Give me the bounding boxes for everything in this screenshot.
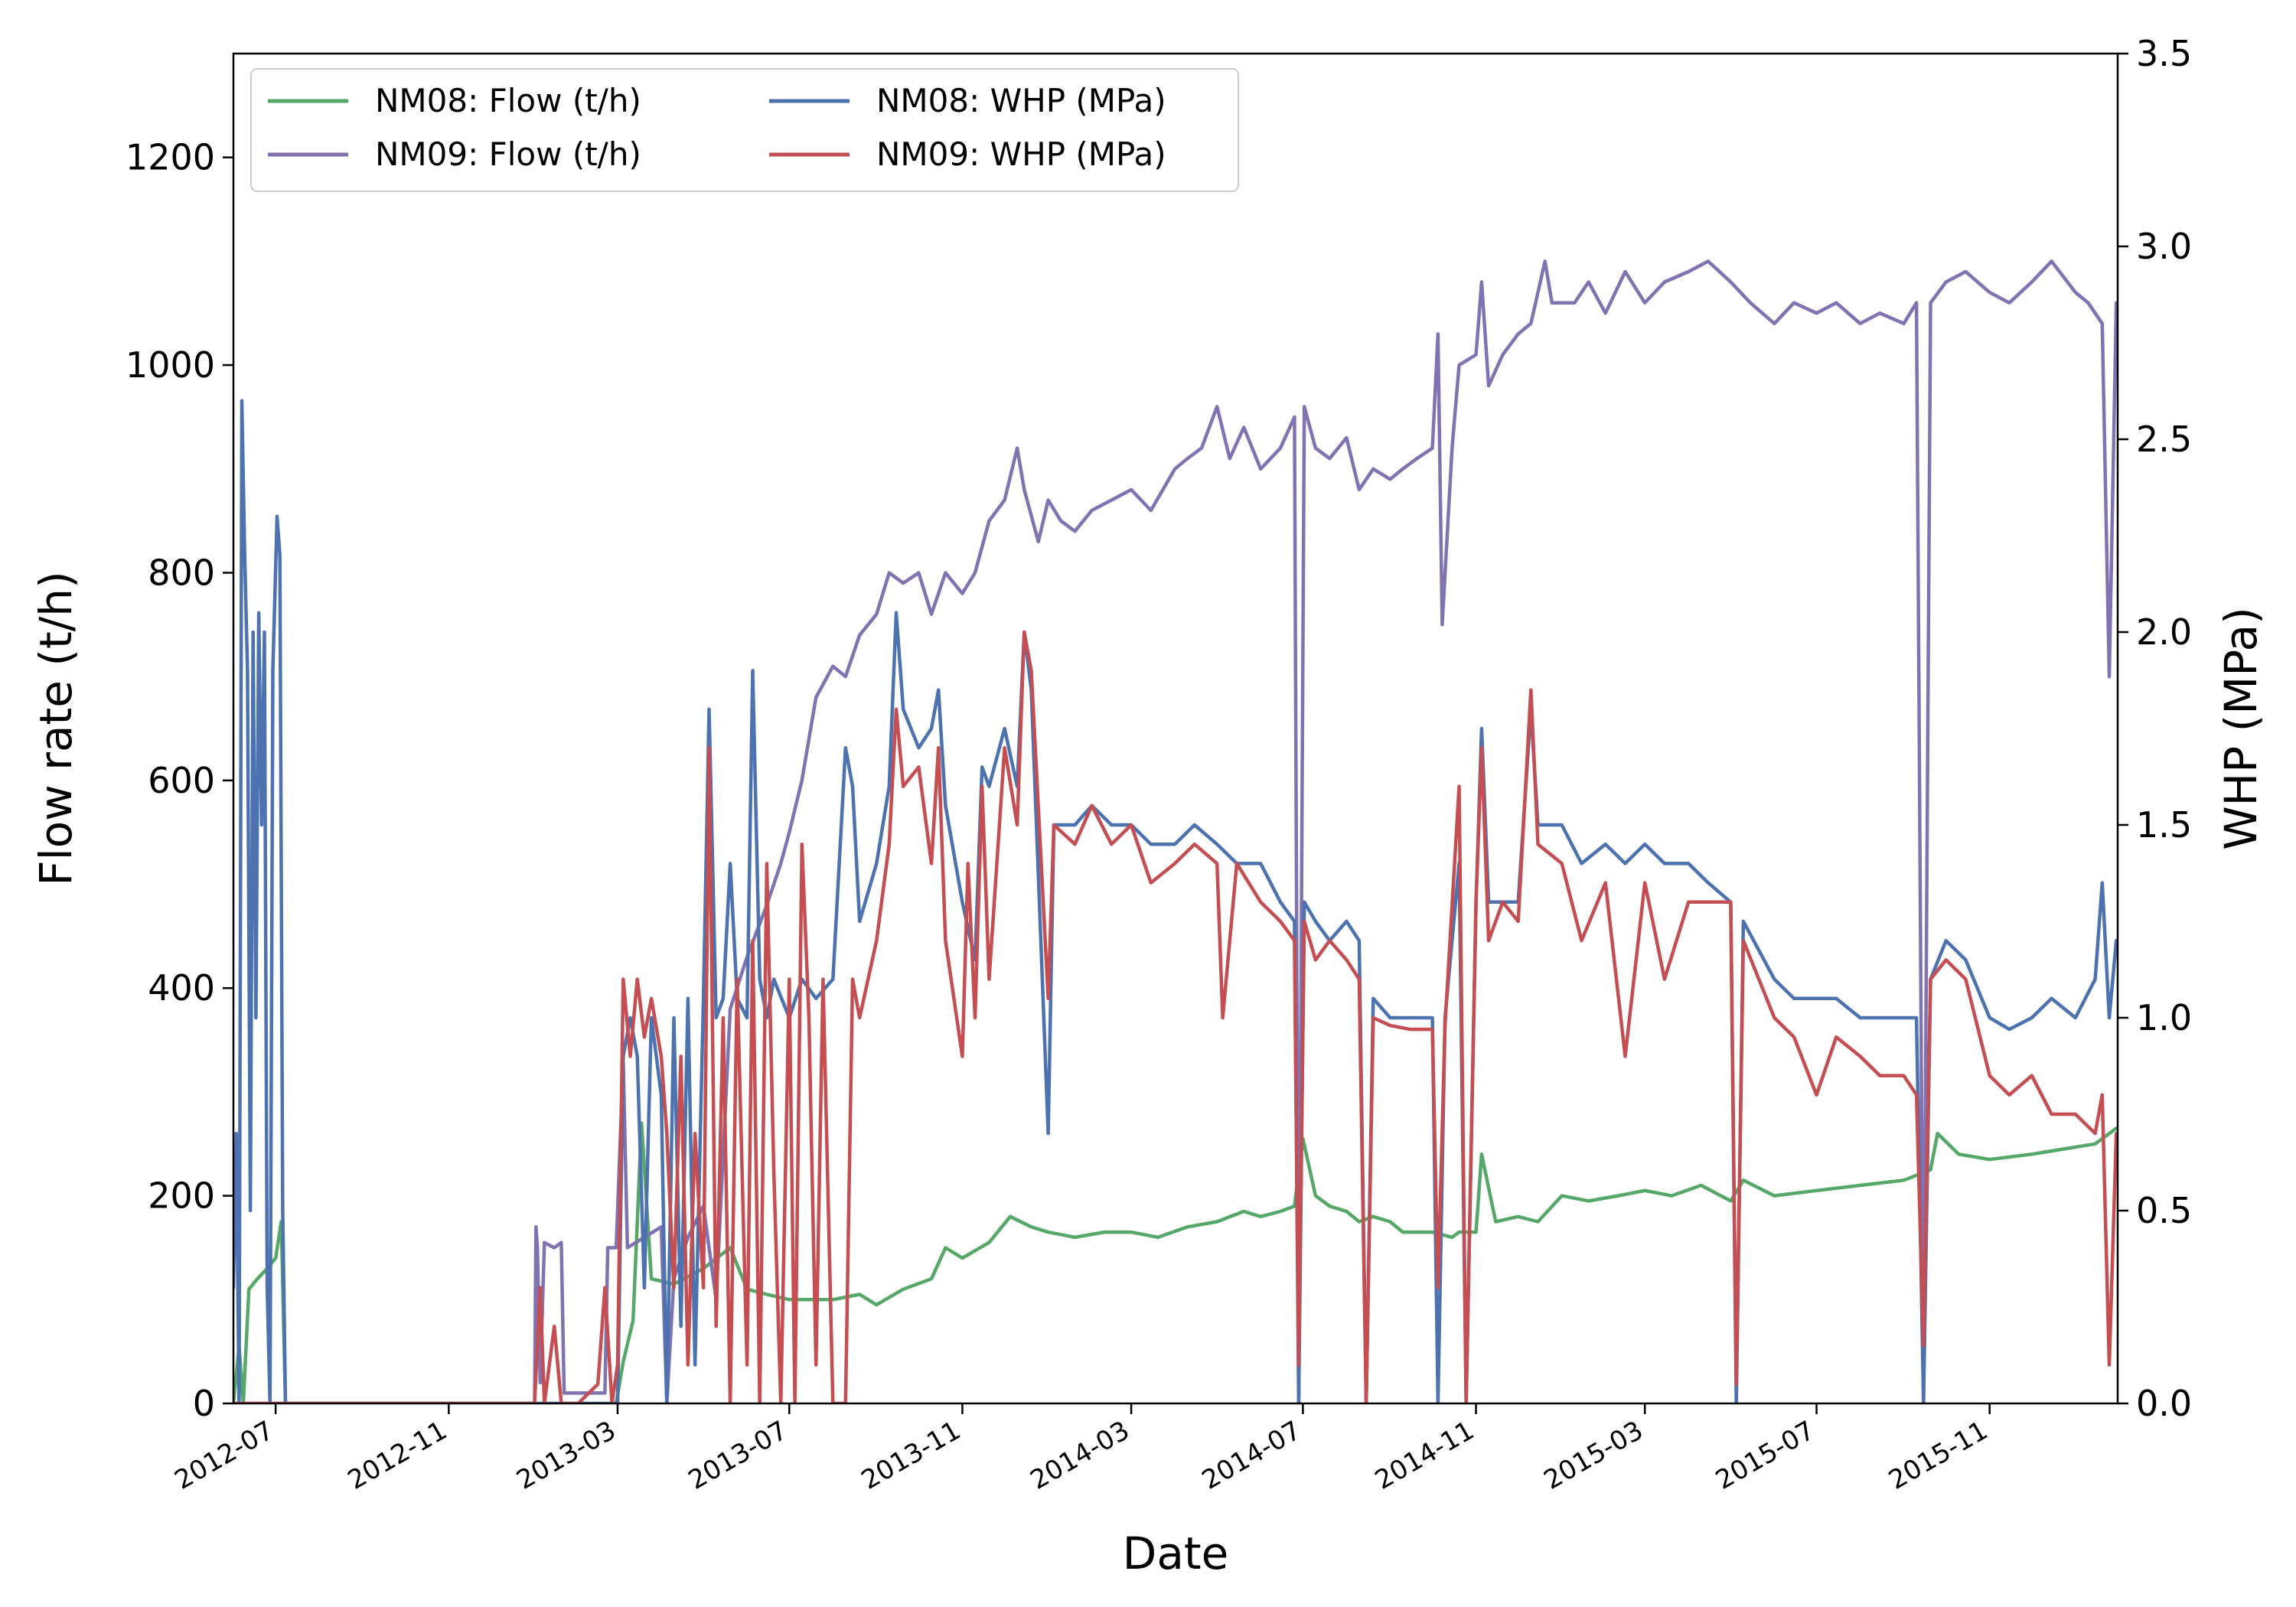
y-tick-label: 1200 — [126, 137, 215, 178]
plot-frame — [232, 52, 2119, 1405]
y-tick-label: 600 — [148, 760, 215, 801]
y-tick-label: 400 — [148, 967, 215, 1009]
x-axis-title: Date — [1123, 1527, 1229, 1579]
y2-tick-label: 0.5 — [2136, 1190, 2192, 1231]
y2-axis-title: WHP (MPa) — [2215, 607, 2267, 850]
y2-tick-label: 0.0 — [2136, 1383, 2192, 1424]
y-axis-right: 0.0 0.5 1.0 1.5 2.0 2.5 3.0 3.5 — [2118, 33, 2192, 1424]
y2-tick-label: 1.5 — [2136, 804, 2192, 846]
legend-box — [250, 68, 1239, 192]
y-tick-label: 0 — [193, 1383, 215, 1424]
y-tick-label: 800 — [148, 552, 215, 593]
legend-label: NM09: Flow (t/h) — [375, 135, 641, 173]
y2-tick-label: 1.0 — [2136, 997, 2192, 1038]
legend-label: NM08: Flow (t/h) — [375, 82, 641, 119]
y2-tick-label: 2.5 — [2136, 419, 2192, 460]
y2-tick-label: 2.0 — [2136, 611, 2192, 653]
series-layer — [233, 259, 2118, 1403]
y-axis-title: Flow rate (t/h) — [30, 571, 82, 885]
legend-label: NM09: WHP (MPa) — [876, 135, 1166, 173]
y-tick-label: 1000 — [126, 344, 215, 386]
legend-label: NM08: WHP (MPa) — [876, 82, 1166, 119]
series-line-1 — [233, 259, 2118, 1403]
y-tick-label: 200 — [148, 1175, 215, 1217]
y2-tick-label: 3.0 — [2136, 226, 2192, 267]
series-line-3 — [233, 630, 2118, 1403]
y2-tick-label: 3.5 — [2136, 33, 2192, 74]
legend: NM08: Flow (t/h) NM09: Flow (t/h) NM08: WH… — [250, 68, 1239, 192]
series-line-0 — [233, 1121, 2118, 1403]
y-axis-left: 0 200 400 600 800 1000 1200 — [126, 137, 233, 1424]
